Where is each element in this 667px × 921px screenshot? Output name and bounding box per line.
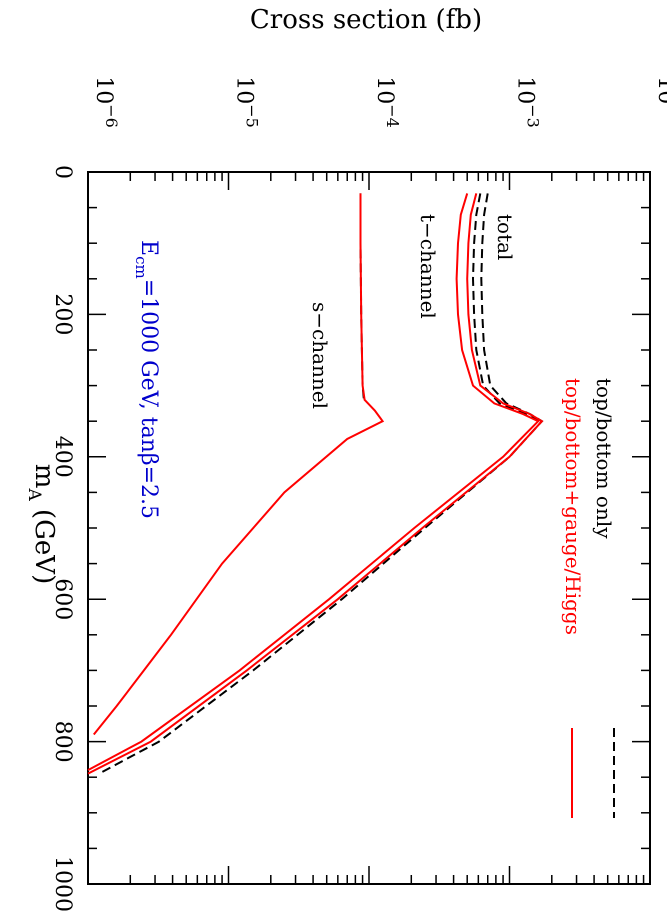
x-tick-label: 200	[50, 293, 75, 335]
series-line-t-channel-solid	[87, 193, 540, 771]
x-tick-label: 600	[50, 578, 75, 620]
y-tick-base: 10	[372, 76, 397, 104]
x-axis-title-m: m	[29, 464, 59, 489]
energy-sub: cm	[132, 256, 150, 279]
y-tick-base: 10	[232, 76, 257, 104]
annotation-total: total	[493, 214, 517, 260]
energy-e: E	[136, 240, 161, 256]
y-tick-base: 10	[653, 76, 667, 104]
y-tick-exponent: −4	[383, 104, 402, 128]
x-tick-label: 800	[50, 721, 75, 763]
y-tick-exponent: −5	[243, 104, 262, 128]
y-tick-label: 10−4	[372, 76, 402, 128]
series-line-s-channel-solid	[93, 193, 385, 736]
energy-rest: =1000 GeV, tanβ=2.5	[136, 279, 161, 519]
y-tick-exponent: −3	[524, 104, 543, 128]
annotation-energy: Ecm=1000 GeV, tanβ=2.5	[132, 240, 161, 519]
y-tick-label: 10−3	[513, 76, 543, 128]
series-line-t-channel-dashed	[471, 193, 541, 423]
y-tick-base: 10	[513, 76, 538, 104]
y-tick-exponent: −2	[664, 104, 667, 128]
legend-lines	[571, 728, 615, 818]
x-axis-title-unit: (GeV)	[29, 501, 59, 584]
annotation-t-channel: t−channel	[416, 214, 440, 319]
series-lines	[87, 193, 544, 775]
y-tick-label: 10−2	[653, 76, 667, 128]
series-line-total-solid	[87, 193, 544, 775]
y-tick-exponent: −6	[102, 104, 121, 128]
x-tick-label: 0	[50, 165, 75, 179]
svg-text:Ecm=1000 GeV, tanβ=2.5: Ecm=1000 GeV, tanβ=2.5	[132, 240, 161, 519]
x-axis-title-sub: A	[24, 487, 44, 501]
axis-ticks	[87, 171, 650, 885]
x-axis-title: mA (GeV)	[24, 464, 59, 584]
y-tick-base: 10	[91, 76, 116, 104]
annotation-s-channel: s−channel	[308, 302, 332, 409]
svg-text:mA (GeV): mA (GeV)	[24, 464, 59, 584]
legend-label-top-bottom-only: top/bottom only	[592, 378, 616, 539]
x-tick-label: 400	[50, 436, 75, 478]
x-tick-label: 1000	[50, 856, 75, 912]
legend-label-gauge-higgs: top/bottom+gauge/Higgs	[561, 378, 585, 635]
y-tick-label: 10−6	[91, 76, 121, 128]
y-axis-title: Cross section (fb)	[250, 5, 482, 35]
y-tick-label: 10−5	[232, 76, 262, 128]
